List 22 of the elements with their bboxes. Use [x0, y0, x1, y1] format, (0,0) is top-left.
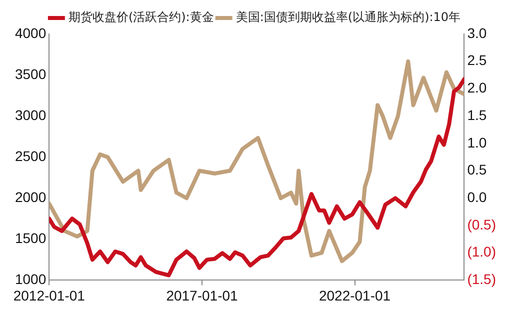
y-tick-label: 3500 [14, 66, 46, 82]
x-tick-label: 2012-01-01 [13, 287, 86, 304]
x-tick-label: 2022-01-01 [318, 287, 391, 304]
y2-tick-label: (1.5) [467, 271, 496, 288]
y2-tick-label: 2.0 [467, 80, 487, 96]
y2-tick-label: (0.5) [467, 216, 496, 232]
legend-label: 期货收盘价(活跃合约):黄金 [68, 10, 214, 24]
y2-tick-label: 1.0 [467, 134, 487, 150]
y2-tick-label: (1.0) [467, 244, 496, 260]
y-tick-label: 1000 [14, 271, 46, 288]
y2-tick-label: 2.5 [467, 52, 487, 68]
y2-tick-label: 0.5 [467, 162, 487, 178]
y-tick-label: 3000 [14, 106, 46, 123]
y2-tick-label: 0.0 [467, 188, 487, 205]
x-tick-label: 2017-01-01 [166, 287, 238, 304]
y2-tick-label: 1.5 [467, 106, 487, 123]
y-tick-label: 2000 [14, 188, 46, 205]
y2-tick-label: 3.0 [467, 24, 487, 41]
y-tick-label: 4000 [14, 24, 46, 41]
legend-label: 美国:国债到期收益率(以通胀为标的):10年 [236, 10, 461, 24]
y-tick-label: 1500 [14, 230, 46, 246]
y-tick-label: 2500 [14, 148, 46, 164]
